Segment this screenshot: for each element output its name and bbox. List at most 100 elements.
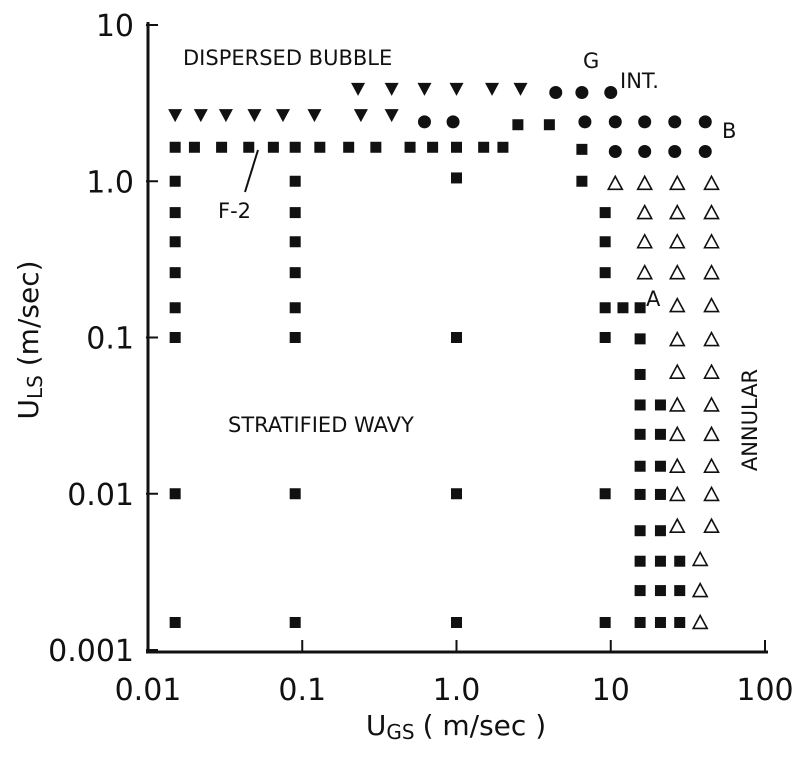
square-marker xyxy=(576,143,588,155)
triangle-open-marker xyxy=(668,203,686,220)
square-marker xyxy=(243,141,255,153)
triangle-open-marker xyxy=(668,174,686,191)
y-tick-label: 0.01 xyxy=(67,478,134,513)
y-axis-label: ULS (m/sec) xyxy=(12,260,47,419)
triangle-open-marker xyxy=(703,330,720,347)
x-label-unit: ( m/sec ) xyxy=(423,709,547,742)
square-marker xyxy=(427,141,439,153)
square-marker xyxy=(169,236,181,248)
square-marker xyxy=(343,141,355,153)
square-marker xyxy=(634,555,646,567)
square-marker xyxy=(267,141,279,153)
triangle-down-marker xyxy=(168,109,183,123)
square-marker xyxy=(576,175,588,187)
triangle-open-marker xyxy=(703,485,720,502)
triangle-open-marker xyxy=(703,457,720,474)
triangle-open-marker xyxy=(703,174,720,191)
triangle-down-marker xyxy=(218,109,233,123)
triangle-open-marker xyxy=(668,296,686,313)
square-marker xyxy=(599,207,611,219)
x-tick-label: 1.0 xyxy=(433,673,481,708)
square-marker xyxy=(289,141,301,153)
square-marker xyxy=(169,332,181,343)
circle-marker xyxy=(668,145,682,159)
y-label-unit: (m/sec) xyxy=(12,260,45,375)
square-marker xyxy=(634,488,646,500)
triangle-open-marker xyxy=(703,425,720,442)
square-marker xyxy=(404,141,416,153)
square-marker xyxy=(599,302,611,314)
square-marker xyxy=(634,585,646,597)
square-marker xyxy=(634,460,646,472)
square-marker xyxy=(289,488,301,500)
square-marker xyxy=(169,616,181,628)
square-marker xyxy=(599,616,611,628)
triangle-down-marker xyxy=(384,82,399,96)
triangle-open-marker xyxy=(668,263,686,280)
square-marker xyxy=(451,616,462,628)
triangle-open-marker xyxy=(636,263,654,280)
triangle-open-marker xyxy=(668,425,686,442)
annotation: STRATIFIED WAVY xyxy=(228,413,414,437)
triangle-open-marker xyxy=(703,296,720,313)
square-marker xyxy=(289,302,301,314)
square-marker xyxy=(188,141,200,153)
triangle-open-marker xyxy=(691,613,709,630)
square-marker xyxy=(654,616,666,628)
circle-marker xyxy=(668,115,682,129)
x-tick-label: 0.1 xyxy=(278,673,326,708)
x-axis-label: UGS ( m/sec ) xyxy=(366,709,546,744)
square-marker xyxy=(289,332,301,343)
square-marker xyxy=(599,267,611,279)
square-marker xyxy=(497,141,509,153)
square-marker xyxy=(634,525,646,537)
square-marker xyxy=(169,207,181,219)
circle-marker xyxy=(446,115,460,129)
triangle-open-marker xyxy=(703,233,720,249)
square-marker xyxy=(169,141,181,153)
square-marker xyxy=(478,141,490,153)
triangle-down-marker xyxy=(353,109,368,123)
triangle-open-marker xyxy=(691,550,709,567)
x-tick-label: 10 xyxy=(592,673,630,708)
triangle-down-marker xyxy=(193,109,208,123)
circle-marker xyxy=(608,145,622,159)
square-marker xyxy=(654,460,666,472)
circle-marker xyxy=(549,85,563,99)
square-marker xyxy=(634,333,646,345)
square-marker xyxy=(169,175,181,187)
square-marker xyxy=(599,236,611,248)
square-marker xyxy=(216,141,228,153)
circle-marker xyxy=(698,115,712,129)
triangle-open-marker xyxy=(691,581,709,598)
x-tick-label: 0.01 xyxy=(115,673,182,708)
y-tick-label: 0.1 xyxy=(86,322,134,357)
triangle-down-marker xyxy=(513,82,528,96)
square-marker xyxy=(654,585,666,597)
leader-line xyxy=(244,149,259,193)
circle-marker xyxy=(578,115,592,129)
square-marker xyxy=(674,585,686,597)
square-marker xyxy=(289,175,301,187)
triangle-down-marker xyxy=(449,82,464,96)
annotation: INT. xyxy=(620,69,659,93)
square-marker xyxy=(512,119,524,131)
square-marker xyxy=(289,267,301,279)
triangle-open-marker xyxy=(668,485,686,502)
annotation: A xyxy=(646,287,661,311)
square-marker xyxy=(289,236,301,248)
square-marker xyxy=(451,172,462,184)
square-marker xyxy=(599,488,611,500)
square-marker xyxy=(654,525,666,537)
circle-marker xyxy=(638,115,652,129)
triangle-open-marker xyxy=(703,203,720,220)
square-marker xyxy=(674,616,686,628)
x-tick-label: 100 xyxy=(736,673,793,708)
square-marker xyxy=(634,616,646,628)
square-marker xyxy=(289,207,301,219)
triangle-open-marker xyxy=(668,517,686,533)
square-marker xyxy=(169,488,181,500)
annotation: B xyxy=(722,119,736,143)
annotation: DISPERSED BUBBLE xyxy=(183,46,392,70)
